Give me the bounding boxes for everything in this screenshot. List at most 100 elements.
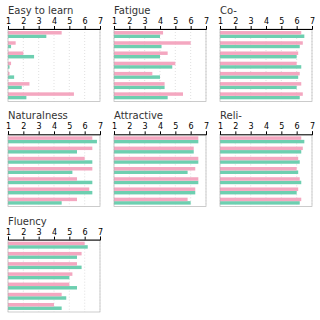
tick-mark — [160, 26, 161, 29]
tick-mark — [235, 131, 236, 134]
bar — [8, 276, 69, 279]
bars — [220, 31, 304, 99]
panel: Attractive1234567 — [99, 110, 209, 206]
bar — [220, 181, 301, 184]
tick-label: 6 — [295, 122, 300, 131]
tick-mark — [85, 237, 86, 240]
tick-label: 4 — [158, 17, 163, 26]
bar — [220, 191, 297, 194]
x-axis: 1234567 — [6, 122, 103, 135]
tick-mark — [191, 26, 192, 29]
x-axis: 1234567 — [112, 17, 209, 30]
bar — [220, 41, 303, 44]
bar — [220, 150, 301, 153]
tick: 7 — [98, 228, 103, 240]
tick-label: 3 — [249, 122, 254, 131]
tick: 5 — [173, 17, 178, 29]
tick-mark — [175, 131, 176, 134]
grid-line — [23, 29, 24, 101]
tick: 3 — [37, 122, 42, 134]
tick: 7 — [310, 122, 315, 134]
tick: 1 — [218, 122, 223, 134]
bar — [8, 201, 62, 204]
tick-mark — [54, 26, 55, 29]
tick-label: 3 — [249, 17, 254, 26]
bar — [114, 201, 191, 204]
frame — [220, 29, 312, 101]
tick: 5 — [67, 17, 72, 29]
bar — [8, 92, 74, 95]
bar — [114, 55, 160, 58]
tick-label: 6 — [83, 228, 88, 237]
tick-label: 1 — [6, 228, 11, 237]
plot-area: 1234567 — [205, 17, 315, 101]
bar — [8, 283, 69, 286]
frame — [8, 29, 100, 101]
tick-mark — [206, 131, 207, 134]
tick: 2 — [21, 17, 26, 29]
bar — [8, 96, 26, 99]
bar — [114, 96, 168, 99]
tick-mark — [100, 26, 101, 29]
bar — [8, 191, 92, 194]
tick-mark — [69, 237, 70, 240]
tick-mark — [191, 131, 192, 134]
tick-mark — [235, 26, 236, 29]
tick: 4 — [158, 122, 163, 134]
bar — [220, 187, 298, 190]
tick-mark — [8, 131, 9, 134]
bar — [8, 306, 62, 309]
plot-area: 1234567 — [0, 122, 103, 206]
bar — [8, 252, 82, 255]
bars — [8, 242, 88, 310]
bar — [8, 41, 16, 44]
bar — [220, 140, 304, 143]
panel: Fatigue1234567 — [99, 5, 209, 101]
grid-line — [84, 240, 85, 312]
bar — [220, 201, 300, 204]
tick-label: 5 — [173, 122, 178, 131]
bar — [8, 242, 85, 245]
tick: 3 — [37, 17, 42, 29]
bar — [114, 191, 195, 194]
x-axis: 1234567 — [6, 228, 103, 241]
tick-label: 7 — [204, 17, 209, 26]
grid-line — [38, 29, 39, 101]
tick-label: 7 — [310, 122, 315, 131]
tick-label: 5 — [279, 17, 284, 26]
bar — [220, 136, 301, 139]
title: Fluency — [8, 216, 47, 227]
tick: 3 — [37, 228, 42, 240]
bar — [220, 147, 303, 150]
bar — [114, 75, 160, 78]
tick-mark — [160, 131, 161, 134]
tick: 2 — [127, 17, 132, 29]
axis-line — [221, 26, 313, 30]
tick: 3 — [249, 122, 254, 134]
panel: Reli-1234567 — [205, 110, 315, 206]
tick-label: 2 — [21, 122, 26, 131]
tick: 2 — [233, 122, 238, 134]
bar — [220, 157, 298, 160]
bar — [220, 72, 300, 75]
tick: 6 — [189, 17, 194, 29]
title: Easy to learn — [8, 5, 73, 16]
bar — [114, 51, 168, 54]
tick: 2 — [233, 17, 238, 29]
tick: 2 — [21, 122, 26, 134]
frame — [114, 134, 206, 206]
tick-mark — [266, 26, 267, 29]
tick: 3 — [143, 17, 148, 29]
tick: 4 — [158, 17, 163, 29]
tick-label: 2 — [127, 17, 132, 26]
tick-mark — [145, 131, 146, 134]
tick-label: 5 — [67, 228, 72, 237]
bar — [220, 96, 300, 99]
grid-line — [175, 29, 176, 101]
tick-mark — [54, 131, 55, 134]
tick: 6 — [295, 17, 300, 29]
title: Reli- — [220, 110, 242, 121]
tick-label: 7 — [204, 122, 209, 131]
tick: 7 — [204, 122, 209, 134]
tick: 6 — [295, 122, 300, 134]
